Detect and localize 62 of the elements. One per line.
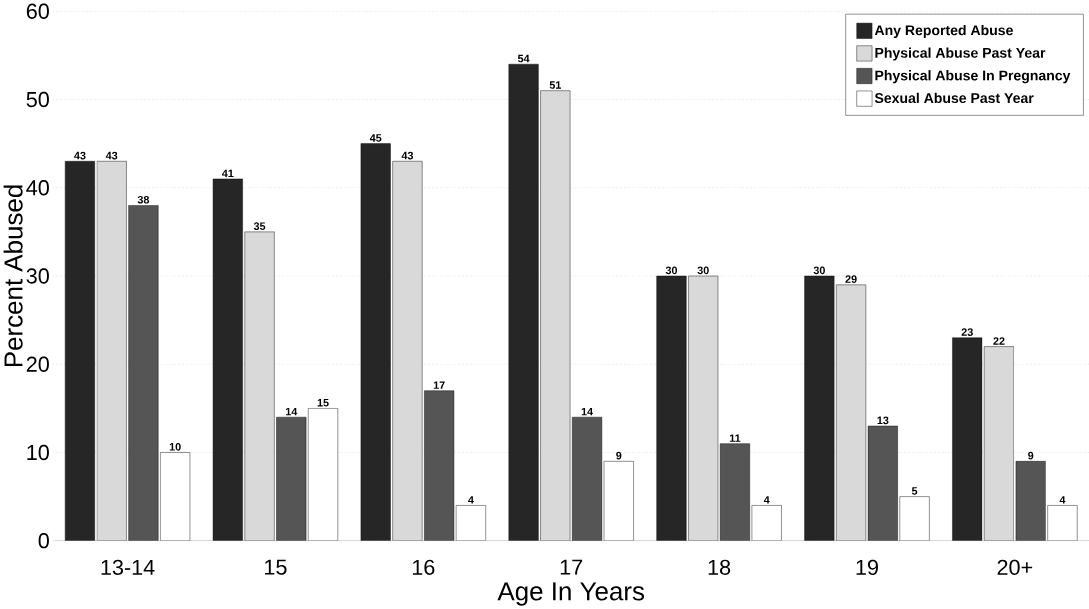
data-label: 17 (433, 381, 445, 389)
bar (508, 63, 539, 541)
data-label: 4 (1059, 496, 1066, 504)
x-tick-label: 15 (265, 559, 287, 575)
bar (360, 143, 391, 541)
data-label: 9 (616, 451, 622, 460)
bar (719, 443, 750, 541)
legend-label: Sexual Abuse Past Year (874, 92, 1034, 103)
data-label: 43 (74, 151, 86, 160)
legend-label: Physical Abuse Past Year (875, 47, 1046, 61)
data-label: 30 (665, 266, 678, 275)
data-label: 4 (763, 496, 770, 504)
data-label: 29 (845, 275, 857, 283)
bar (276, 416, 307, 541)
bar (572, 416, 603, 541)
bar (804, 275, 835, 541)
data-label: 41 (221, 169, 234, 177)
x-axis-title: Age In Years (497, 582, 645, 606)
data-label: 45 (369, 134, 382, 142)
data-label: 15 (317, 398, 329, 407)
data-label: 43 (401, 151, 414, 160)
y-tick-label: 10 (27, 444, 49, 461)
data-label: 30 (813, 266, 825, 275)
data-label: 4 (468, 496, 474, 504)
bar (867, 425, 898, 541)
data-label: 5 (911, 487, 918, 495)
data-label: 9 (1028, 451, 1034, 460)
data-label: 38 (137, 195, 150, 204)
x-tick-label: 17 (560, 559, 583, 575)
data-label: 43 (105, 151, 118, 160)
legend-label: Any Reported Abuse (874, 24, 1013, 38)
data-label: 35 (253, 222, 266, 230)
bar (128, 205, 159, 541)
x-tick-label: 19 (856, 559, 878, 575)
x-tick-label: 20+ (997, 559, 1033, 575)
data-label: 14 (285, 407, 298, 416)
bar (656, 275, 687, 541)
data-label: 11 (729, 434, 741, 442)
y-tick-label: 20 (26, 356, 49, 372)
data-label: 51 (549, 81, 562, 89)
bar (64, 160, 95, 541)
data-label: 54 (517, 54, 530, 63)
data-label: 13 (877, 416, 889, 425)
legend-label: Physical Abuse In Pregnancy (875, 70, 1071, 84)
bar (1015, 460, 1046, 541)
data-label: 14 (581, 407, 594, 416)
data-label: 10 (169, 442, 181, 451)
y-tick-label: 60 (26, 3, 49, 19)
data-label: 23 (961, 328, 973, 336)
y-tick-label: 0 (38, 532, 49, 549)
bar (952, 337, 983, 541)
bar (424, 390, 455, 541)
y-axis-title: Percent Abused (3, 185, 23, 367)
bar (212, 178, 243, 541)
x-tick-label: 16 (412, 559, 435, 575)
y-tick-label: 40 (26, 179, 49, 196)
data-label: 30 (697, 266, 709, 275)
y-tick-label: 50 (26, 91, 49, 108)
data-label: 22 (993, 337, 1005, 345)
x-tick-label: 18 (708, 559, 731, 575)
x-tick-label: 13-14 (101, 559, 155, 575)
y-tick-label: 30 (26, 268, 49, 284)
